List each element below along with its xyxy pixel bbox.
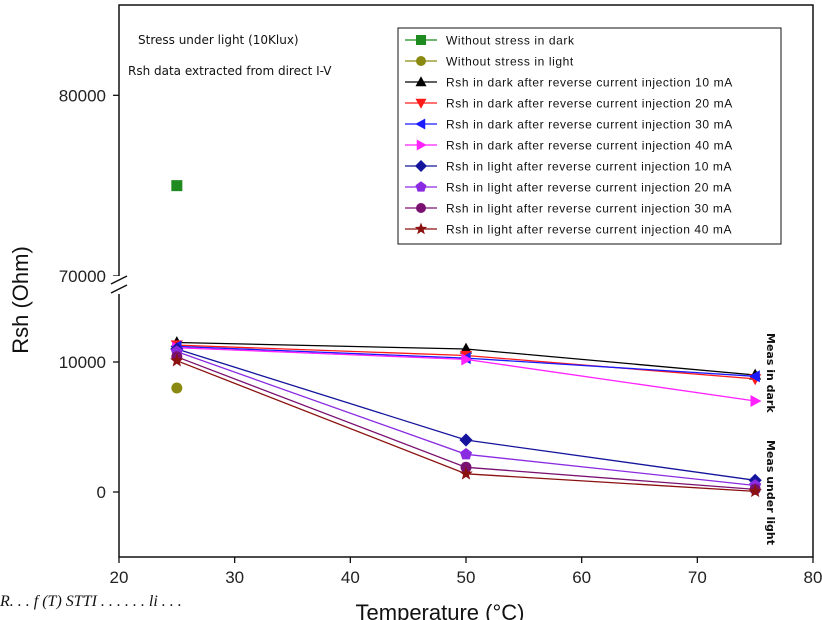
legend-label: Rsh in light after reverse current injec… <box>446 223 732 237</box>
legend-item: Rsh in dark after reverse current inject… <box>405 139 733 153</box>
data-point <box>459 466 473 480</box>
data-point <box>415 118 426 130</box>
y-tick-label: 70000 <box>59 267 106 286</box>
legend-item: Rsh in dark after reverse current inject… <box>405 97 733 111</box>
data-point <box>415 181 427 192</box>
series <box>171 180 183 192</box>
data-point <box>170 353 184 367</box>
legend-item: Without stress in dark <box>405 34 575 48</box>
data-point <box>459 447 473 460</box>
x-tick-label: 40 <box>341 568 360 587</box>
series-layer <box>170 180 762 498</box>
legend: Without stress in dark Without stress in … <box>397 27 782 245</box>
series <box>170 353 762 498</box>
data-point <box>750 394 762 408</box>
series <box>171 382 183 394</box>
x-tick-label: 30 <box>225 568 244 587</box>
data-point <box>459 433 473 447</box>
x-axis: 20 30 40 50 60 70 80 <box>110 557 822 587</box>
legend-label: Without stress in light <box>446 55 574 69</box>
data-point <box>461 353 473 366</box>
x-tick-label: 70 <box>688 568 707 587</box>
x-axis-title: Temperature (°C) <box>356 600 525 620</box>
x-tick-label: 80 <box>804 568 822 587</box>
data-point <box>415 76 427 87</box>
data-point <box>416 139 427 151</box>
y-tick-label: 0 <box>97 483 106 502</box>
legend-label: Rsh in dark after reverse current inject… <box>446 118 733 132</box>
x-tick-label: 60 <box>572 568 591 587</box>
caption-fragment: R. . . f (T) STTI . . . . . . li . . . <box>0 593 182 610</box>
y-tick-label: 10000 <box>59 353 106 372</box>
legend-item: Rsh in light after reverse current injec… <box>405 181 732 195</box>
x-tick-label: 50 <box>457 568 476 587</box>
data-point <box>416 35 426 45</box>
legend-item: Rsh in dark after reverse current inject… <box>405 76 733 90</box>
x-tick-label: 20 <box>110 568 129 587</box>
data-point <box>416 56 426 66</box>
annotation-stress: Stress under light (10Klux) <box>138 33 299 47</box>
legend-label: Rsh in dark after reverse current inject… <box>446 139 733 153</box>
data-point <box>414 222 428 235</box>
data-point <box>748 484 762 498</box>
data-point <box>415 98 427 109</box>
annotation-meas-light: Meas under light <box>764 440 777 545</box>
legend-label: Rsh in light after reverse current injec… <box>446 181 732 195</box>
y-tick-label: 80000 <box>59 86 106 105</box>
annotation-rsh-source: Rsh data extracted from direct I-V <box>128 64 332 78</box>
y-axis: 0 10000 70000 80000 <box>59 86 119 502</box>
legend-item: Rsh in dark after reverse current inject… <box>405 118 733 132</box>
legend-label: Rsh in light after reverse current injec… <box>446 160 732 174</box>
legend-item: Rsh in light after reverse current injec… <box>405 160 732 174</box>
y-axis-title: Rsh (Ohm) <box>8 246 33 354</box>
legend-item: Without stress in light <box>405 55 574 69</box>
legend-label: Without stress in dark <box>446 34 575 48</box>
legend-label: Rsh in light after reverse current injec… <box>446 202 732 216</box>
legend-item: Rsh in light after reverse current injec… <box>405 222 732 237</box>
data-point <box>171 382 183 394</box>
data-point <box>171 180 183 192</box>
legend-label: Rsh in dark after reverse current inject… <box>446 76 733 90</box>
data-point <box>748 370 760 383</box>
series-line <box>176 348 756 481</box>
legend-label: Rsh in dark after reverse current inject… <box>446 97 733 111</box>
data-point <box>416 203 426 213</box>
annotation-meas-dark: Meas in dark <box>764 333 777 413</box>
data-point <box>415 160 427 172</box>
axis-break <box>110 275 128 294</box>
legend-box <box>397 27 782 245</box>
legend-item: Rsh in light after reverse current injec… <box>405 202 732 216</box>
